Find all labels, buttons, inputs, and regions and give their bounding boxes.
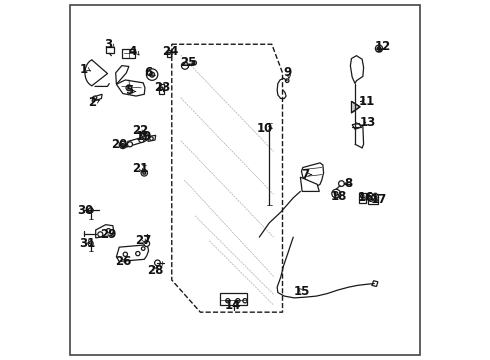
Text: 1: 1 [79,63,88,76]
Polygon shape [301,163,323,186]
Bar [220,293,247,305]
Circle shape [144,241,149,247]
Circle shape [93,96,97,100]
Text: 22: 22 [133,124,149,137]
Polygon shape [96,225,114,238]
Circle shape [88,208,93,213]
Circle shape [226,298,230,303]
Text: 2: 2 [88,96,96,109]
Bar [159,84,164,94]
Circle shape [122,144,124,147]
Circle shape [285,79,289,82]
Circle shape [155,260,160,266]
Bar [122,49,135,58]
Circle shape [369,198,372,202]
Polygon shape [92,94,102,102]
Circle shape [139,138,144,143]
Polygon shape [117,245,148,261]
Text: 27: 27 [135,234,151,247]
Polygon shape [300,177,319,192]
Circle shape [192,61,196,65]
Polygon shape [352,123,361,129]
Text: 5: 5 [125,84,133,97]
Circle shape [142,131,147,137]
Circle shape [339,181,344,186]
Text: 7: 7 [302,168,310,181]
Polygon shape [372,281,378,287]
Text: 9: 9 [283,66,291,79]
Text: 24: 24 [163,45,179,58]
Polygon shape [350,56,364,84]
Polygon shape [167,51,172,53]
Circle shape [360,194,364,198]
Text: 23: 23 [154,81,170,94]
Text: 31: 31 [79,237,95,250]
Text: 30: 30 [77,204,94,217]
Text: 10: 10 [257,122,273,135]
Text: 4: 4 [128,45,137,58]
Circle shape [377,47,381,50]
Polygon shape [126,136,146,147]
Text: 18: 18 [330,190,347,203]
Polygon shape [117,80,145,96]
Circle shape [332,189,341,198]
Bar [167,51,171,57]
Circle shape [334,192,338,195]
Text: 3: 3 [104,39,113,51]
Text: 15: 15 [294,285,310,298]
Text: 19: 19 [136,130,152,143]
Text: 14: 14 [224,299,241,312]
Circle shape [119,141,126,149]
Text: 11: 11 [358,95,374,108]
Text: 6: 6 [145,66,153,79]
Polygon shape [351,102,360,113]
Text: 12: 12 [375,40,391,53]
Circle shape [160,87,163,90]
Circle shape [181,62,189,69]
Text: 21: 21 [133,162,149,175]
Circle shape [123,252,127,256]
Circle shape [142,247,145,250]
Circle shape [98,232,103,237]
Circle shape [373,193,377,197]
Text: 13: 13 [360,116,376,129]
Circle shape [149,72,155,77]
Circle shape [141,170,147,176]
Circle shape [236,298,240,303]
Bar [368,194,378,204]
Circle shape [143,171,146,174]
Text: 26: 26 [115,255,131,268]
Circle shape [136,251,140,256]
Circle shape [126,85,132,91]
Text: 17: 17 [371,193,387,206]
Circle shape [149,137,153,140]
Text: 25: 25 [180,56,196,69]
Bar [106,48,114,53]
Circle shape [127,142,132,147]
Circle shape [375,45,383,52]
Text: 20: 20 [111,138,127,151]
Circle shape [243,298,247,303]
Polygon shape [116,66,129,84]
Circle shape [373,198,377,202]
Text: 28: 28 [147,264,163,276]
Circle shape [369,193,372,197]
Text: 29: 29 [100,228,117,241]
Circle shape [143,133,146,135]
Polygon shape [148,135,156,141]
Circle shape [88,241,93,246]
Circle shape [106,229,111,233]
Text: 8: 8 [344,177,353,190]
Circle shape [147,69,158,80]
Text: 16: 16 [358,191,374,204]
Bar [359,193,366,203]
